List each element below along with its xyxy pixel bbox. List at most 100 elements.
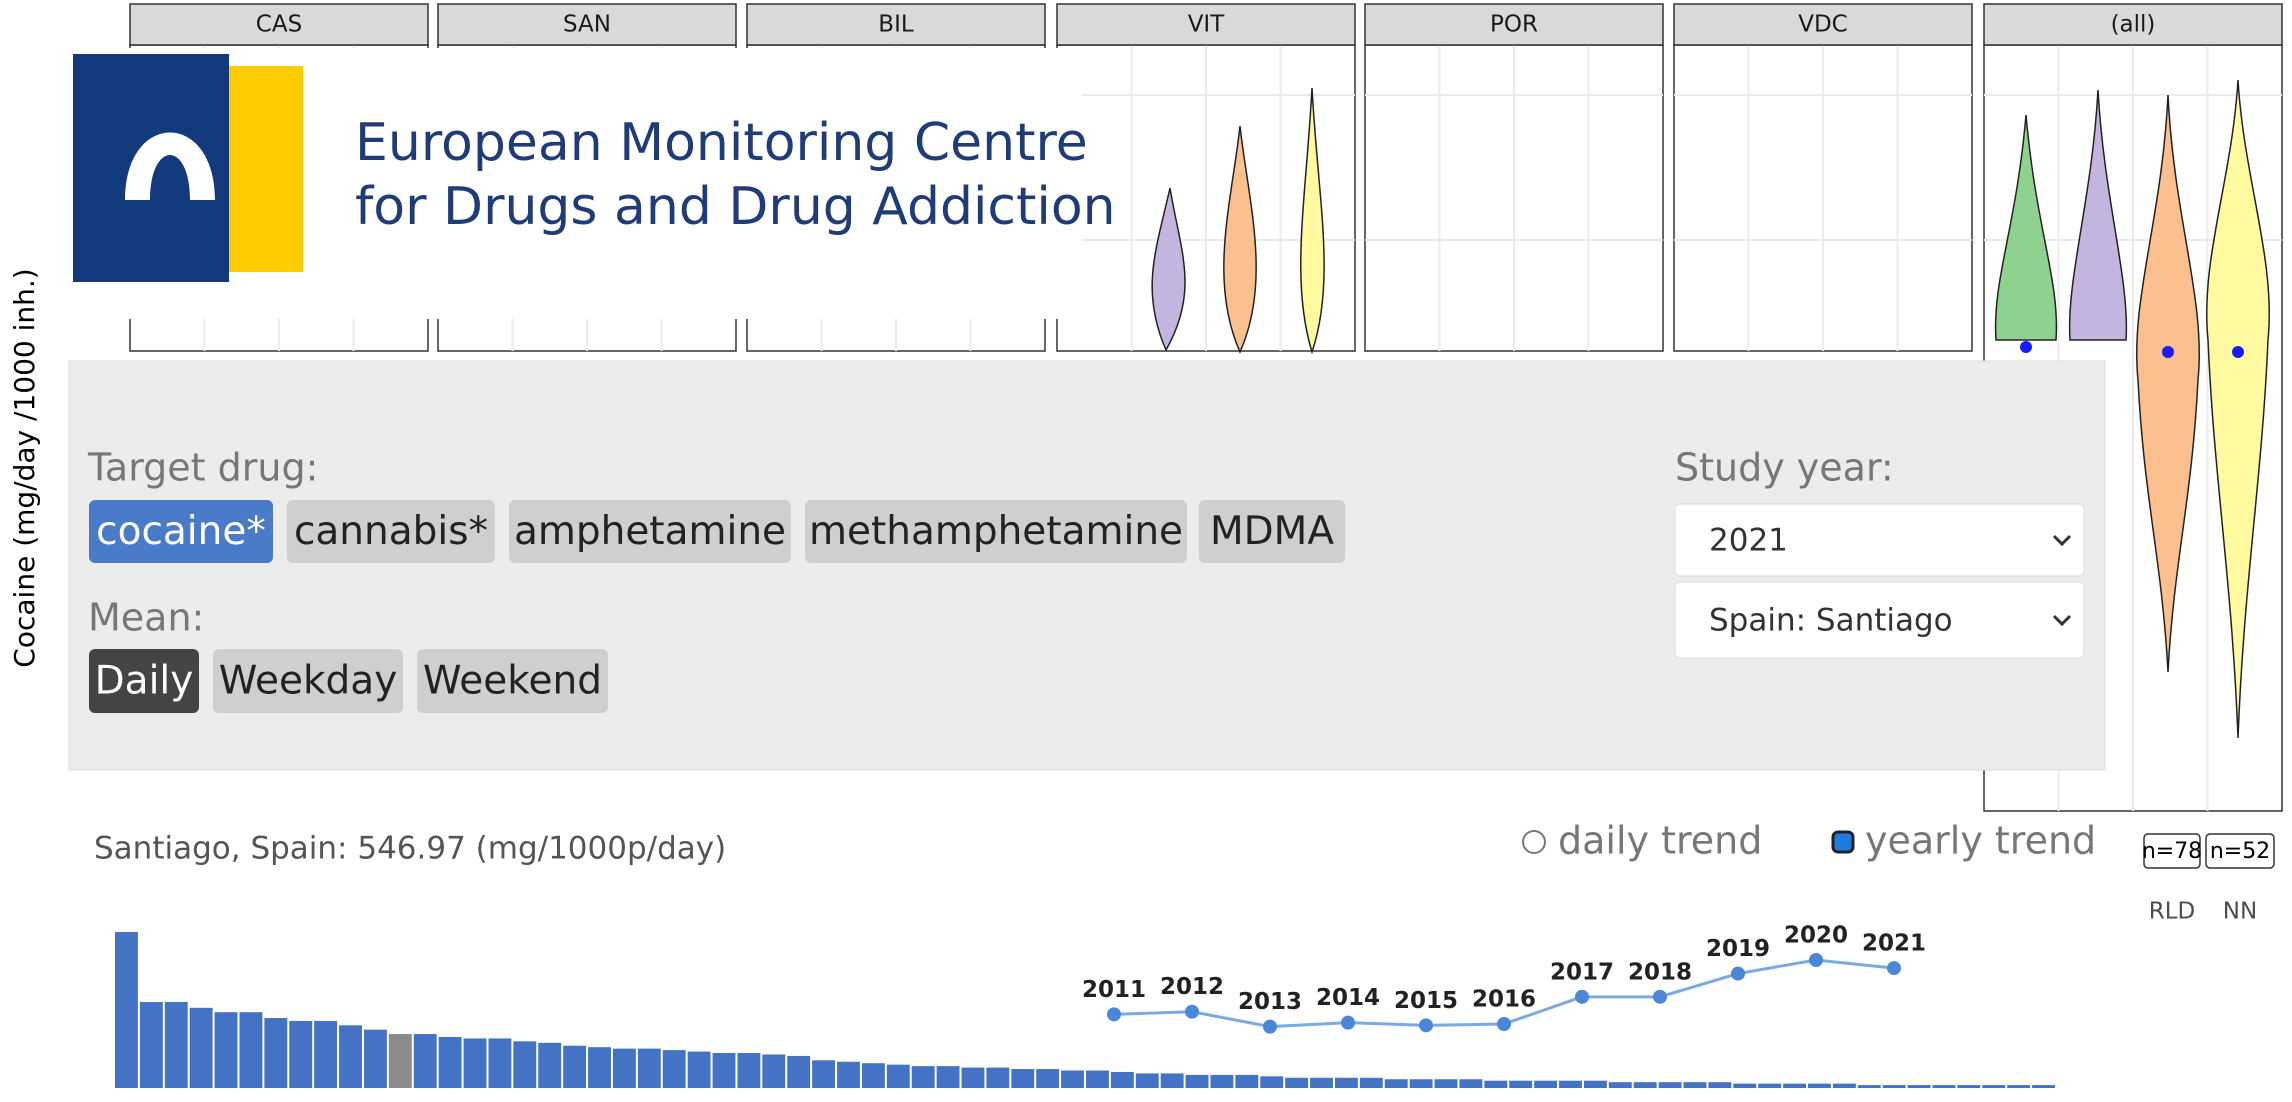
bar: [164, 1001, 188, 1088]
bar: [1061, 1070, 1084, 1088]
bar: [712, 1053, 736, 1088]
radio[interactable]: [1522, 830, 1546, 854]
button[interactable]: [417, 649, 608, 713]
bar: [1509, 1080, 1533, 1088]
bar: [1957, 1085, 1981, 1088]
x-tick-label: RLD: [2149, 899, 2196, 925]
trend-point: [1263, 1019, 1277, 1034]
radio-label[interactable]: daily trend: [1558, 819, 1762, 863]
bar: [637, 1048, 661, 1088]
point-label: 2017: [1550, 959, 1614, 985]
trend-point: [1809, 953, 1823, 967]
button-label[interactable]: cocaine*: [96, 509, 266, 554]
count-label: n=78: [2142, 839, 2202, 864]
select-value[interactable]: 2021: [1709, 523, 1788, 559]
bar: [662, 1050, 686, 1088]
bar: [1808, 1083, 1831, 1088]
trend-point: [1107, 1007, 1121, 1022]
label: Study year:: [1675, 446, 1894, 490]
bar: [438, 1036, 462, 1088]
facet-strip: [746, 3, 1046, 46]
controls: Target drug: cocaine* cannabis* amphetamine…: [87, 446, 2085, 713]
bar: [1359, 1077, 1383, 1088]
button[interactable]: [287, 500, 495, 563]
button-label[interactable]: MDMA: [1210, 509, 1334, 554]
button[interactable]: [805, 500, 1187, 563]
facet-strip: [1983, 3, 2283, 46]
bar: [1832, 1083, 1856, 1088]
point-label: 2015: [1394, 988, 1458, 1014]
violin: [1223, 125, 1257, 354]
button-label[interactable]: methamphetamine: [809, 509, 1183, 554]
radio[interactable]: [1831, 830, 1855, 854]
trend-title: Santiago, Spain: 546.97 (mg/1000p/day): [94, 831, 726, 867]
facet-strip: [437, 3, 737, 46]
bar: [1434, 1079, 1458, 1088]
button-label[interactable]: Daily: [95, 659, 194, 704]
bar: [2007, 1085, 2031, 1088]
facet-strip: [1056, 3, 1356, 46]
bar: [463, 1038, 487, 1088]
bar: [2032, 1085, 2055, 1088]
bar: [363, 1029, 387, 1088]
logo-arch: [125, 132, 215, 200]
button[interactable]: [213, 649, 403, 713]
count-box: [2205, 833, 2275, 869]
bar: [388, 1034, 412, 1088]
radio-label[interactable]: yearly trend: [1865, 819, 2096, 863]
button-label[interactable]: Weekend: [423, 659, 602, 704]
facet-label: (all): [2111, 12, 2156, 38]
select[interactable]: [1674, 503, 2085, 577]
point-label: 2014: [1316, 985, 1380, 1011]
facet-label: VIT: [1188, 12, 1226, 38]
bar: [1110, 1071, 1134, 1088]
bar: [239, 1012, 263, 1088]
select-value[interactable]: Spain: Santiago: [1709, 603, 1953, 639]
bar: [687, 1051, 711, 1088]
bar: [812, 1060, 836, 1088]
bar: [115, 932, 138, 1088]
button[interactable]: [89, 649, 199, 713]
bar: [513, 1041, 537, 1088]
violin: [1300, 87, 1325, 355]
bar: [787, 1055, 811, 1088]
violin: [2068, 89, 2128, 341]
button[interactable]: [509, 500, 791, 563]
point-label: 2020: [1784, 923, 1848, 949]
button[interactable]: [1199, 500, 1345, 563]
bar: [139, 1001, 163, 1088]
bar: [1310, 1077, 1333, 1088]
bar: [538, 1042, 562, 1088]
bar: [1011, 1069, 1035, 1088]
bar: [289, 1020, 313, 1088]
count-label: n=52: [2210, 839, 2270, 864]
button-label[interactable]: Weekday: [219, 659, 398, 704]
bar: [488, 1038, 512, 1088]
point-label: 2021: [1862, 931, 1926, 957]
facet-strip: [1364, 3, 1664, 46]
button-label[interactable]: cannabis*: [294, 509, 488, 554]
select-arrow[interactable]: [2052, 534, 2072, 547]
bar: [1210, 1074, 1234, 1088]
select-arrow[interactable]: [2052, 614, 2072, 627]
bar: [1758, 1083, 1782, 1088]
button-label[interactable]: amphetamine: [514, 509, 786, 554]
bar: [911, 1066, 935, 1088]
violin: [1151, 187, 1186, 352]
mean-dot: [2020, 341, 2032, 353]
bar: [1135, 1073, 1159, 1088]
bar: [1235, 1074, 1259, 1088]
bar: [886, 1064, 910, 1088]
bar: [762, 1054, 786, 1088]
point-label: 2019: [1706, 936, 1770, 962]
trend-point: [1341, 1015, 1355, 1030]
bar: [1733, 1083, 1757, 1088]
bar: [314, 1020, 338, 1088]
y-axis-label: Cocaine (mg/day /1000 inh.): [8, 268, 41, 667]
select[interactable]: [1674, 581, 2085, 659]
button[interactable]: [89, 500, 273, 563]
logo-flag-yellow: [229, 66, 303, 272]
bar: [1608, 1082, 1632, 1088]
